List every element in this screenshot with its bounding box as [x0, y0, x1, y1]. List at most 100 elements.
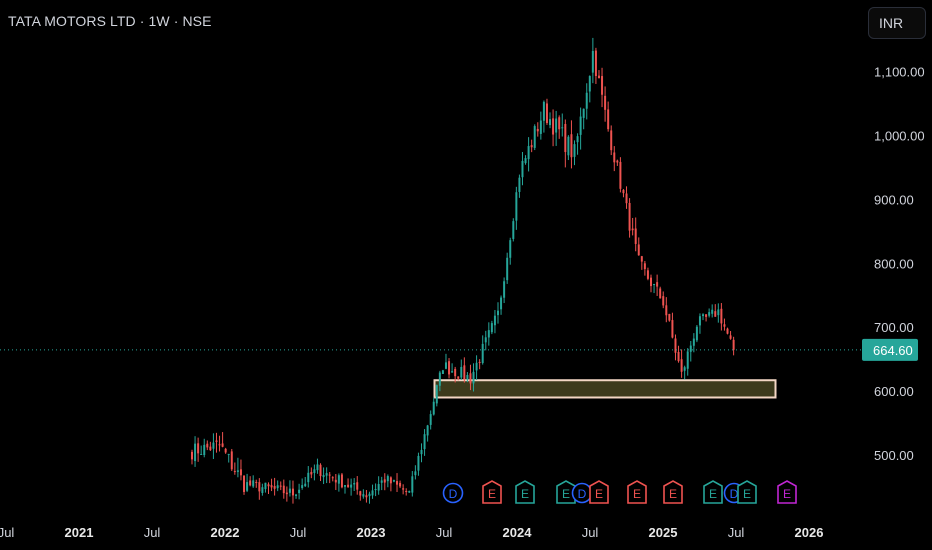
candle-body [328, 474, 331, 476]
candle-body [585, 92, 588, 109]
candle [533, 124, 536, 151]
y-tick-label: 800.00 [874, 256, 914, 271]
candle-body [399, 482, 402, 487]
candle-body [533, 126, 536, 148]
event-marker-label: D [730, 487, 739, 501]
earnings-marker[interactable]: E [589, 480, 609, 504]
candle [674, 334, 677, 361]
candle [579, 107, 582, 150]
candle [435, 384, 438, 407]
candle [239, 459, 242, 481]
candle-body [411, 476, 414, 493]
candle [215, 432, 218, 453]
candle [328, 471, 331, 484]
y-tick-label: 900.00 [874, 192, 914, 207]
candle-body [337, 475, 340, 484]
earnings-marker[interactable]: E [482, 480, 502, 504]
earnings-marker[interactable]: E [627, 480, 647, 504]
candle [432, 397, 435, 416]
candle [365, 490, 368, 503]
candle [665, 297, 668, 323]
candle [298, 483, 301, 500]
earnings-marker[interactable]: E [703, 480, 723, 504]
candle-body [383, 479, 386, 483]
candle-body [285, 492, 288, 495]
x-tick-label: 2025 [649, 525, 678, 540]
candle [597, 70, 600, 79]
candle-body [597, 75, 600, 79]
candle-body [457, 376, 460, 379]
candle [426, 424, 429, 442]
y-axis[interactable]: 500.00 600.00 700.00 800.00 900.00 1,000.00 1,… [874, 65, 925, 463]
candle [255, 479, 258, 488]
currency-button[interactable]: INR [868, 7, 926, 39]
last-price-label: 664.60 [873, 343, 913, 358]
candle-body [637, 244, 640, 256]
candle [732, 336, 735, 356]
candle-body [561, 127, 564, 129]
candle-body [686, 351, 689, 369]
candle-body [659, 288, 662, 299]
candle [631, 217, 634, 236]
candle-body [460, 366, 463, 378]
candle-body [377, 484, 380, 491]
y-tick-label: 500.00 [874, 448, 914, 463]
candle-body [677, 351, 680, 362]
candle-body [209, 446, 212, 451]
candle-body [350, 484, 353, 488]
candle-body [291, 488, 294, 496]
y-tick-label: 600.00 [874, 384, 914, 399]
earnings-marker[interactable]: E [737, 480, 757, 504]
candle [717, 303, 720, 323]
candle-body [392, 480, 395, 482]
candle [711, 304, 714, 318]
candle-body [610, 130, 613, 151]
candle-body [313, 469, 316, 473]
candle-body [444, 362, 447, 369]
candle [698, 313, 701, 334]
candle [359, 490, 362, 501]
candle-body [472, 371, 475, 384]
event-marker-label: E [743, 487, 751, 501]
x-tick-label: 2026 [795, 525, 824, 540]
candle [475, 355, 478, 380]
candle-body [497, 310, 499, 316]
candle [509, 237, 512, 265]
candle [377, 476, 380, 495]
candle-body [435, 385, 438, 404]
candle [457, 376, 460, 381]
candle-body [227, 453, 230, 455]
candle-body [729, 335, 732, 339]
dividend-marker[interactable]: D [442, 482, 464, 504]
candle [194, 436, 197, 467]
candle [695, 325, 698, 343]
candle-body [521, 160, 524, 178]
candle-body [325, 473, 328, 476]
candle-body [469, 373, 472, 384]
earnings-marker[interactable]: E [777, 480, 797, 504]
candle-body [417, 455, 420, 471]
support-zone-box[interactable] [433, 379, 777, 399]
candle [322, 467, 325, 485]
candle [604, 86, 607, 122]
candle [653, 283, 656, 294]
candle [444, 353, 447, 370]
candle-body [273, 486, 276, 489]
candle [282, 479, 285, 499]
earnings-marker[interactable]: E [663, 480, 683, 504]
y-tick-label: 700.00 [874, 320, 914, 335]
candle-body [708, 312, 711, 316]
candle-body [316, 464, 319, 471]
earnings-marker[interactable]: E [515, 480, 535, 504]
candle-body [322, 475, 325, 478]
x-axis[interactable]: Jul 2021 Jul 2022 Jul 2023 Jul 2024 Jul 2025 Jul 20… [0, 525, 823, 540]
candle [221, 432, 224, 448]
candle [708, 308, 711, 318]
candle-body [588, 76, 591, 92]
dividend-marker[interactable]: D [571, 482, 593, 504]
candle-body [402, 488, 405, 490]
y-tick-label: 1,100.00 [874, 65, 925, 80]
candle-body [221, 443, 224, 447]
